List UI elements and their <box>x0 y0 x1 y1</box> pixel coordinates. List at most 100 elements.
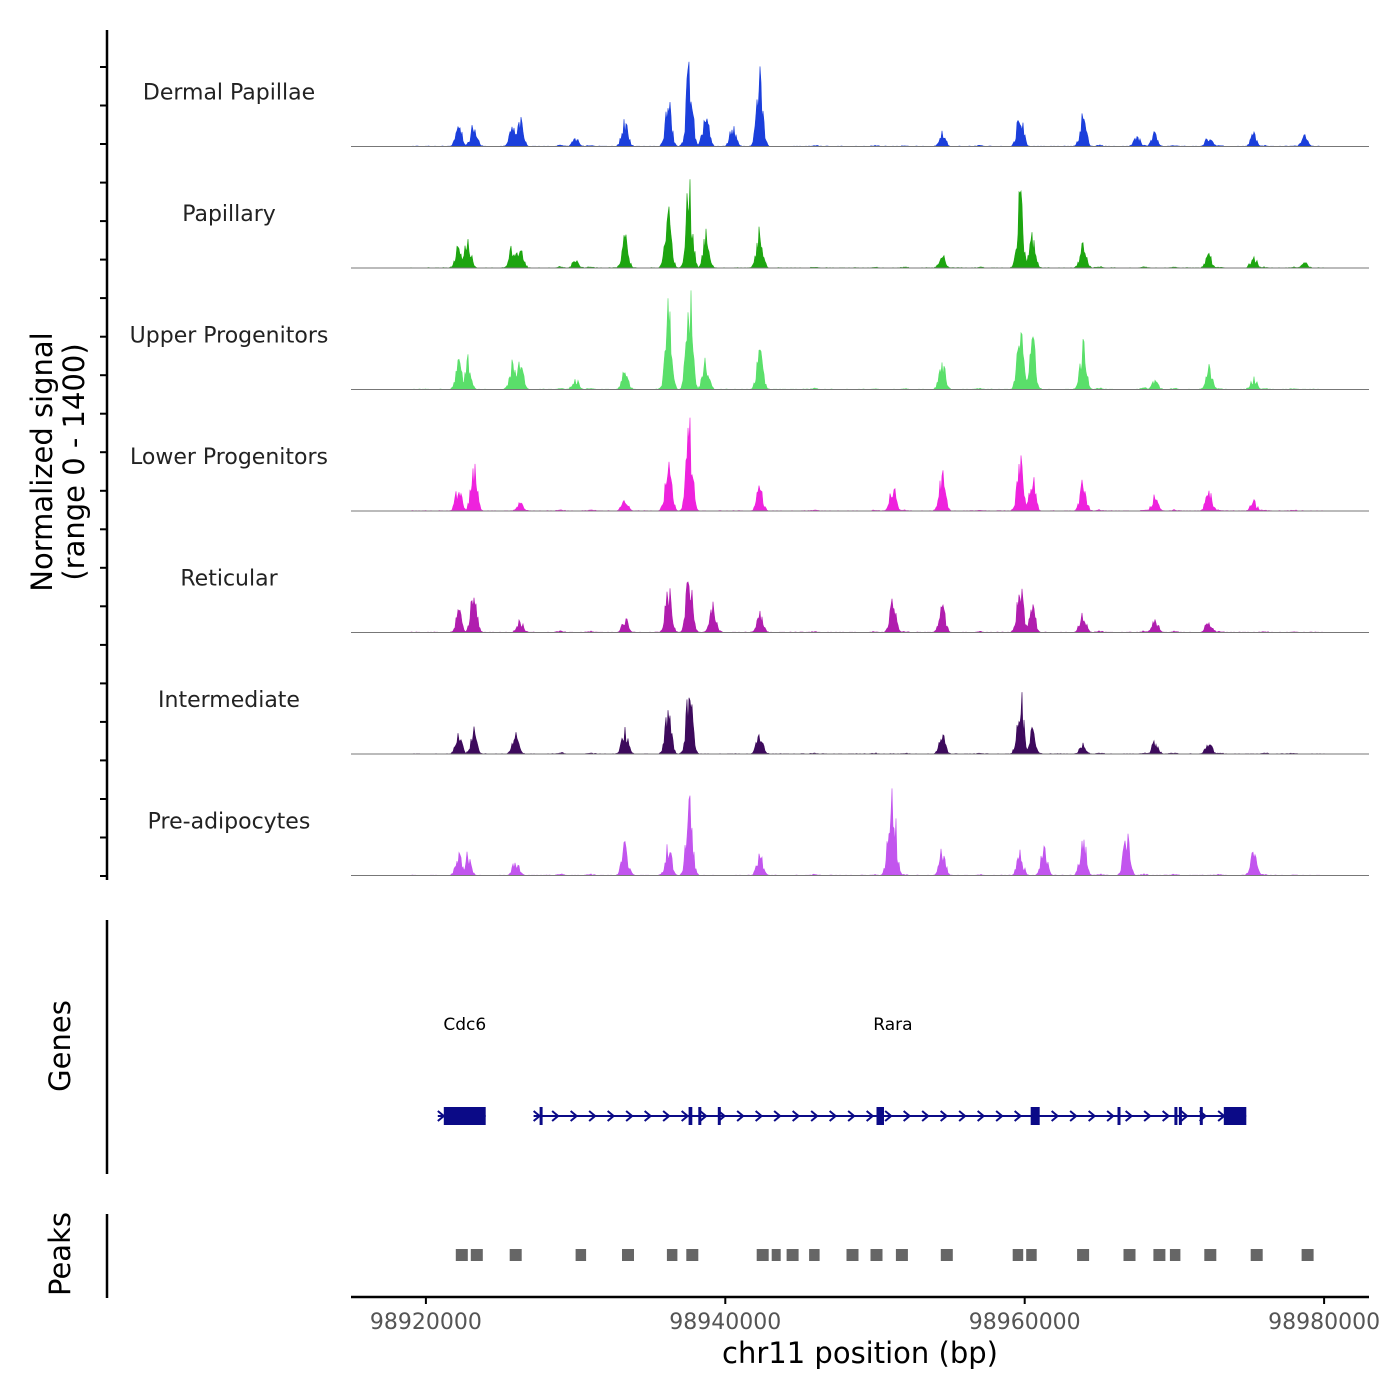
strand-arrow <box>1087 1110 1097 1122</box>
strand-arrow <box>699 1110 708 1122</box>
strand-arrow <box>1180 1110 1189 1122</box>
strand-arrow <box>847 1110 856 1122</box>
exon <box>1199 1107 1203 1125</box>
exon <box>539 1107 543 1125</box>
peak-region <box>1301 1249 1314 1261</box>
peak-region <box>771 1249 781 1261</box>
strand-arrow <box>1106 1110 1115 1122</box>
peak-region <box>756 1249 769 1261</box>
strand-arrow <box>902 1110 912 1122</box>
gene-cdc6: Cdc6 <box>437 1015 486 1125</box>
track-reticular: Reticular <box>180 567 1369 633</box>
strand-arrow <box>1050 1110 1060 1122</box>
track-label: Lower Progenitors <box>130 445 328 470</box>
exon <box>717 1107 721 1125</box>
strand-arrow <box>551 1110 560 1122</box>
peak-region <box>870 1249 883 1261</box>
peak-region <box>809 1249 820 1261</box>
peak-region <box>1123 1249 1136 1261</box>
peak-region <box>1077 1249 1090 1261</box>
peak-region <box>509 1249 522 1261</box>
strand-arrow <box>995 1110 1004 1122</box>
exon <box>1174 1107 1178 1125</box>
strand-arrow <box>958 1110 967 1122</box>
strand-arrow <box>939 1110 949 1122</box>
peak-region <box>1204 1249 1217 1261</box>
x-tick-label: 98980000 <box>1268 1310 1380 1335</box>
strand-arrow <box>1013 1110 1023 1122</box>
coverage-y-axis-title-line1: Normalized signal <box>25 332 59 591</box>
track-intermediate: Intermediate <box>158 688 1369 755</box>
track-label: Upper Progenitors <box>130 324 329 349</box>
track-papillary: Papillary <box>182 179 1369 269</box>
strand-arrow <box>828 1110 838 1122</box>
exon <box>1117 1107 1121 1125</box>
coverage-y-axis-title-line2: (range 0 - 1400) <box>57 343 91 580</box>
strand-arrow <box>569 1110 579 1122</box>
exon <box>443 1107 486 1125</box>
strand-arrow <box>754 1110 764 1122</box>
gene-label: Cdc6 <box>443 1015 486 1035</box>
coverage-tracks: Dermal Papillae Papillary Upper Progenitor… <box>130 61 1369 876</box>
exon <box>698 1107 702 1125</box>
track-dermal-papillae: Dermal Papillae <box>143 61 1369 147</box>
gene-label: Rara <box>873 1015 912 1035</box>
peak-region <box>846 1249 859 1261</box>
peak-track <box>455 1249 1314 1261</box>
exon <box>688 1107 693 1125</box>
track-label: Reticular <box>180 567 278 592</box>
strand-arrow <box>921 1110 930 1122</box>
strand-arrow <box>606 1110 616 1122</box>
x-tick-label: 98920000 <box>370 1310 482 1335</box>
exon <box>1178 1107 1182 1125</box>
strand-arrow <box>1143 1110 1152 1122</box>
genes-axis-title: Genes <box>43 1000 77 1092</box>
strand-arrow <box>884 1110 893 1122</box>
exon <box>1223 1107 1247 1125</box>
peak-region <box>455 1249 468 1261</box>
x-tick-label: 98960000 <box>969 1310 1081 1335</box>
coverage-y-axis-title: Normalized signal (range 0 - 1400) <box>25 332 91 591</box>
peak-region <box>686 1249 699 1261</box>
peak-region <box>1012 1249 1024 1261</box>
strand-arrow <box>976 1110 986 1122</box>
strand-arrow <box>1069 1110 1078 1122</box>
strand-arrow <box>680 1110 690 1122</box>
strand-arrow <box>865 1110 875 1122</box>
strand-arrow <box>736 1110 745 1122</box>
peak-region <box>895 1249 908 1261</box>
strand-arrow <box>1161 1110 1171 1122</box>
strand-arrow <box>810 1110 819 1122</box>
strand-arrow <box>1124 1110 1134 1122</box>
coverage-y-ticks <box>100 66 107 877</box>
track-lower-progenitors: Lower Progenitors <box>130 417 1369 512</box>
track-label: Dermal Papillae <box>143 81 315 106</box>
track-pre-adipocytes: Pre-adipocytes <box>148 788 1369 876</box>
track-label: Papillary <box>182 202 276 227</box>
exon <box>876 1107 884 1125</box>
peak-region <box>1153 1249 1166 1261</box>
gene-track: Cdc6 Rara <box>437 1015 1247 1125</box>
strand-arrow <box>791 1110 801 1122</box>
x-axis-title: chr11 position (bp) <box>722 1336 998 1370</box>
peak-region <box>470 1249 483 1261</box>
peak-region <box>622 1249 634 1261</box>
strand-arrow <box>662 1110 671 1122</box>
track-upper-progenitors: Upper Progenitors <box>130 290 1369 390</box>
x-axis-ticks: 98920000 98940000 98960000 98980000 <box>370 1297 1380 1335</box>
peak-region <box>1026 1249 1037 1261</box>
strand-arrow <box>773 1110 782 1122</box>
exon <box>1030 1107 1040 1125</box>
peaks-axis-title: Peaks <box>43 1212 77 1296</box>
peak-region <box>940 1249 953 1261</box>
strand-arrow <box>625 1110 634 1122</box>
peak-region <box>666 1249 678 1261</box>
peak-region <box>575 1249 587 1261</box>
strand-arrow <box>588 1110 597 1122</box>
gene-rara: Rara <box>532 1015 1247 1125</box>
peak-region <box>786 1249 799 1261</box>
strand-arrow <box>643 1110 653 1122</box>
track-label: Intermediate <box>158 688 300 713</box>
